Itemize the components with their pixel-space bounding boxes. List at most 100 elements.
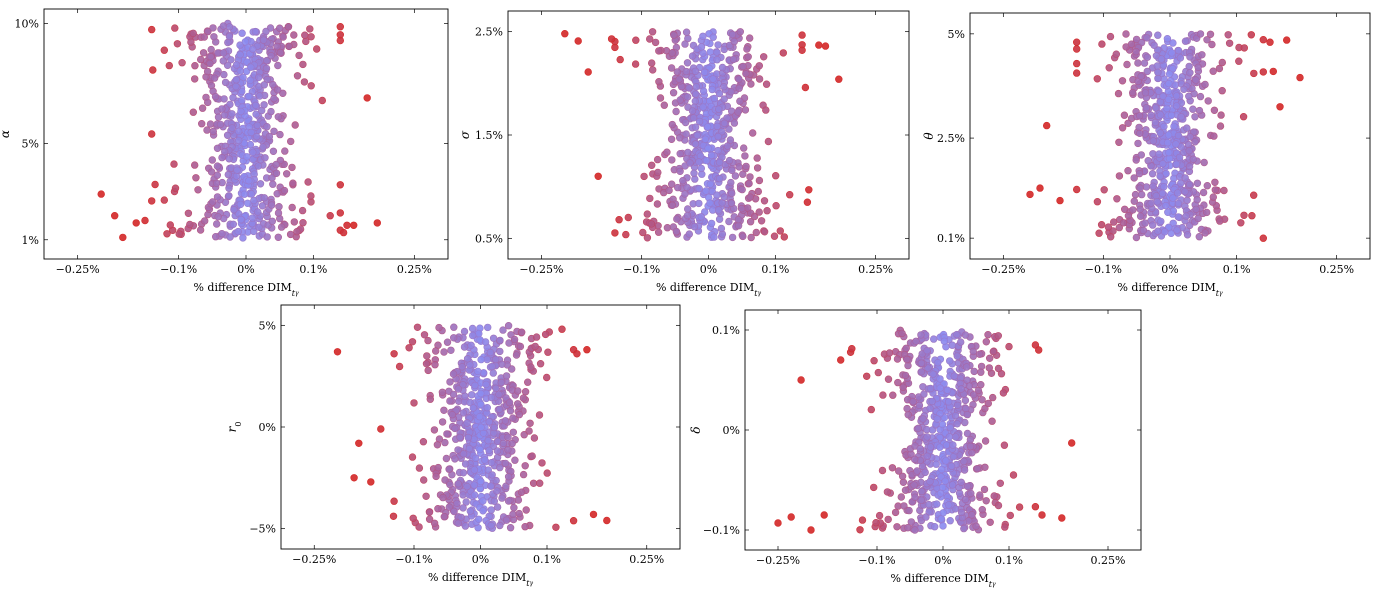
scatter-point <box>982 338 990 346</box>
scatter-point <box>467 341 475 349</box>
scatter-point <box>536 360 545 368</box>
scatter-point <box>699 103 707 111</box>
x-tick-label: −0.25% <box>756 554 800 567</box>
scatter-point <box>699 87 708 95</box>
scatter-point <box>269 180 277 188</box>
scatter-point <box>520 431 528 439</box>
scatter-point <box>1164 208 1172 217</box>
scatter-point <box>1183 124 1191 132</box>
scatter-point <box>807 526 815 534</box>
scatter-point <box>1180 85 1188 94</box>
scatter-point <box>479 497 487 505</box>
scatter-point <box>1196 92 1205 101</box>
scatter-point <box>272 169 281 178</box>
scatter-point <box>611 229 619 237</box>
scatter-point <box>695 199 703 208</box>
scatter-point <box>502 516 511 524</box>
scatter-point <box>677 82 686 91</box>
scatter-point <box>432 347 440 355</box>
scatter-point <box>966 442 975 451</box>
scatter-point <box>960 524 968 533</box>
scatter-point <box>238 87 246 96</box>
scatter-point <box>901 486 910 494</box>
scatter-point <box>450 334 458 342</box>
scatter-point <box>672 227 681 236</box>
scatter-point <box>422 360 431 368</box>
scatter-point <box>936 489 945 497</box>
scatter-point <box>720 82 728 91</box>
scatter-point <box>709 75 717 83</box>
scatter-point <box>685 230 693 238</box>
scatter-point <box>643 210 651 218</box>
scatter-point <box>718 63 727 72</box>
scatter-point <box>668 120 676 129</box>
scatter-point <box>1186 53 1194 61</box>
scatter-point <box>148 197 156 205</box>
scatter-point <box>119 233 127 242</box>
scatter-point <box>141 216 149 225</box>
scatter-point <box>926 384 935 393</box>
scatter-point <box>493 487 501 495</box>
scatter-point <box>748 129 757 137</box>
x-tick-label: 0% <box>1161 263 1178 276</box>
scatter-point <box>486 348 495 357</box>
scatter-point <box>515 509 523 518</box>
x-tick-label: 0.1% <box>995 554 1023 567</box>
scatter-point <box>932 460 940 468</box>
scatter-point <box>221 78 230 87</box>
scatter-point <box>466 361 474 369</box>
scatter-point <box>1211 186 1220 194</box>
scatter-point <box>714 206 723 214</box>
scatter-point <box>741 106 750 114</box>
scatter-point <box>440 512 448 521</box>
scatter-point <box>532 333 541 341</box>
scatter-point <box>980 485 989 494</box>
scatter-point <box>449 390 458 399</box>
x-tick-label: 0% <box>700 263 717 276</box>
scatter-point <box>653 155 662 164</box>
scatter-point <box>1093 75 1102 83</box>
scatter-point <box>907 518 915 526</box>
scatter-point <box>741 152 749 160</box>
scatter-point <box>1100 186 1108 194</box>
scatter-point <box>219 49 228 57</box>
scatter-point <box>191 161 199 169</box>
scatter-point <box>879 391 887 399</box>
scatter-point <box>460 327 469 336</box>
scatter-point <box>299 219 307 227</box>
scatter-point <box>459 381 467 389</box>
scatter-point <box>910 481 918 489</box>
scatter-point <box>451 455 459 463</box>
scatter-point <box>522 506 530 514</box>
scatter-point <box>771 172 780 180</box>
scatter-point <box>420 476 428 484</box>
scatter-point <box>965 382 974 390</box>
scatter-point <box>203 67 212 76</box>
scatter-point <box>259 36 268 44</box>
scatter-point <box>246 140 255 149</box>
scatter-point <box>1143 67 1152 76</box>
scatter-point <box>715 158 724 167</box>
scatter-point <box>1036 184 1044 192</box>
scatter-point <box>690 223 699 231</box>
scatter-point <box>1072 45 1081 53</box>
scatter-point <box>208 156 217 164</box>
scatter-point <box>1113 195 1121 203</box>
scatter-panel-2: −0.25% −0.1% 0% 0.1% 0.25% 0.5% 1.5% 2.5% % diff… <box>458 10 910 298</box>
scatter-point <box>978 506 986 514</box>
scatter-point <box>1147 111 1155 119</box>
scatter-point <box>1120 205 1129 214</box>
scatter-point <box>945 433 954 441</box>
scatter-point <box>165 61 174 70</box>
scatter-point <box>695 185 703 193</box>
scatter-point <box>1276 103 1284 111</box>
scatter-point <box>682 130 690 138</box>
scatter-point <box>237 107 245 116</box>
scatter-point <box>924 364 932 372</box>
scatter-point <box>738 185 746 194</box>
scatter-point <box>747 233 755 242</box>
scatter-point <box>1149 182 1157 190</box>
scatter-point <box>247 128 255 137</box>
x-tick-label: 0.25% <box>397 263 432 276</box>
